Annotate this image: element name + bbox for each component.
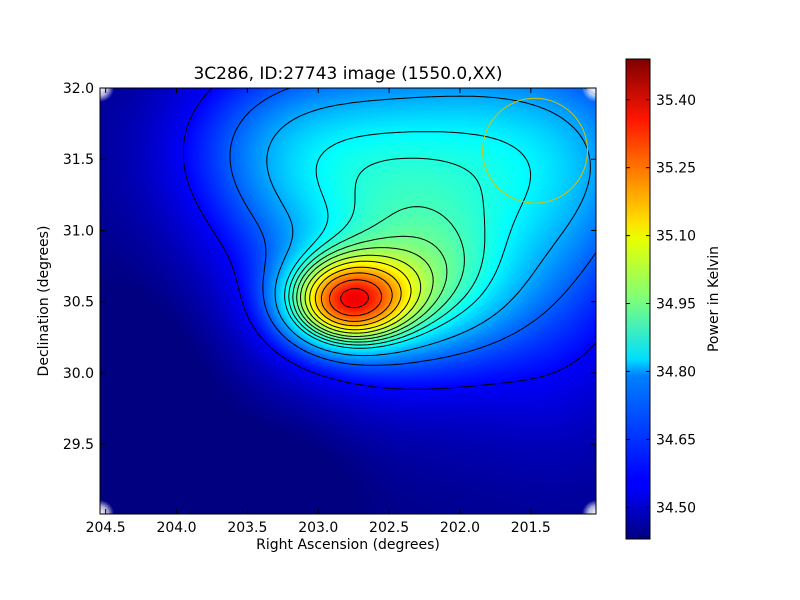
contour-level-4 <box>288 157 486 346</box>
plot-corner-masks <box>86 74 610 528</box>
x-axis-ticks: 204.5 204.0 203.5 203.0 202.5 202.0 201.5 <box>86 88 551 536</box>
colorbar-tick-label: 35.25 <box>656 161 696 177</box>
colorbar-tick-label: 34.80 <box>656 364 696 380</box>
x-tick-label: 201.5 <box>511 520 551 536</box>
contour-level-9 <box>309 260 412 331</box>
y-tick-label: 32.0 <box>63 81 94 97</box>
x-axis-label: Right Ascension (degrees) <box>256 537 440 553</box>
y-axis-ticks: 29.5 30.0 30.5 31.0 31.5 32.0 <box>63 81 596 453</box>
contour-level-13 <box>340 288 369 309</box>
colorbar <box>625 58 651 540</box>
x-tick-label: 204.5 <box>86 520 126 536</box>
contour-level-8 <box>304 254 422 334</box>
y-tick-label: 31.0 <box>63 223 94 239</box>
y-tick-label: 30.0 <box>63 366 94 382</box>
y-axis-label: Declination (degrees) <box>36 226 52 377</box>
contour-level-6 <box>296 235 448 340</box>
x-tick-label: 204.0 <box>156 520 196 536</box>
x-tick-label: 203.0 <box>298 520 338 536</box>
colorbar-ticks: 34.50 34.65 34.80 34.95 35.10 35.25 35.40 <box>626 93 696 516</box>
contour-level-3 <box>284 131 532 349</box>
contour-level-5 <box>292 206 465 343</box>
colorbar-tick-label: 34.95 <box>656 297 696 313</box>
colorbar-label: Power in Kelvin <box>706 246 722 352</box>
plot-frame <box>99 87 597 515</box>
x-tick-label: 202.5 <box>369 520 409 536</box>
contour-level-11 <box>320 272 393 322</box>
colorbar-tick-label: 34.65 <box>656 432 696 448</box>
colorbar-tick-label: 34.50 <box>656 500 696 516</box>
y-tick-label: 31.5 <box>63 152 94 168</box>
contour-level-12 <box>329 279 383 317</box>
colorbar-tick-label: 35.10 <box>656 229 696 245</box>
beam-circle <box>482 97 588 204</box>
chart-title: 3C286, ID:27743 image (1550.0,XX) <box>193 64 502 84</box>
contour-lines <box>182 87 597 390</box>
x-tick-label: 202.0 <box>440 520 480 536</box>
x-tick-label: 203.5 <box>227 520 267 536</box>
colorbar-tick-label: 35.40 <box>656 93 696 109</box>
heatmap-image <box>100 88 596 514</box>
y-tick-label: 29.5 <box>63 437 94 453</box>
contour-level-10 <box>314 266 402 327</box>
contour-level-2 <box>266 95 591 357</box>
contour-level-0 <box>182 87 597 390</box>
y-tick-label: 30.5 <box>63 295 94 311</box>
contour-level-7 <box>300 247 434 337</box>
